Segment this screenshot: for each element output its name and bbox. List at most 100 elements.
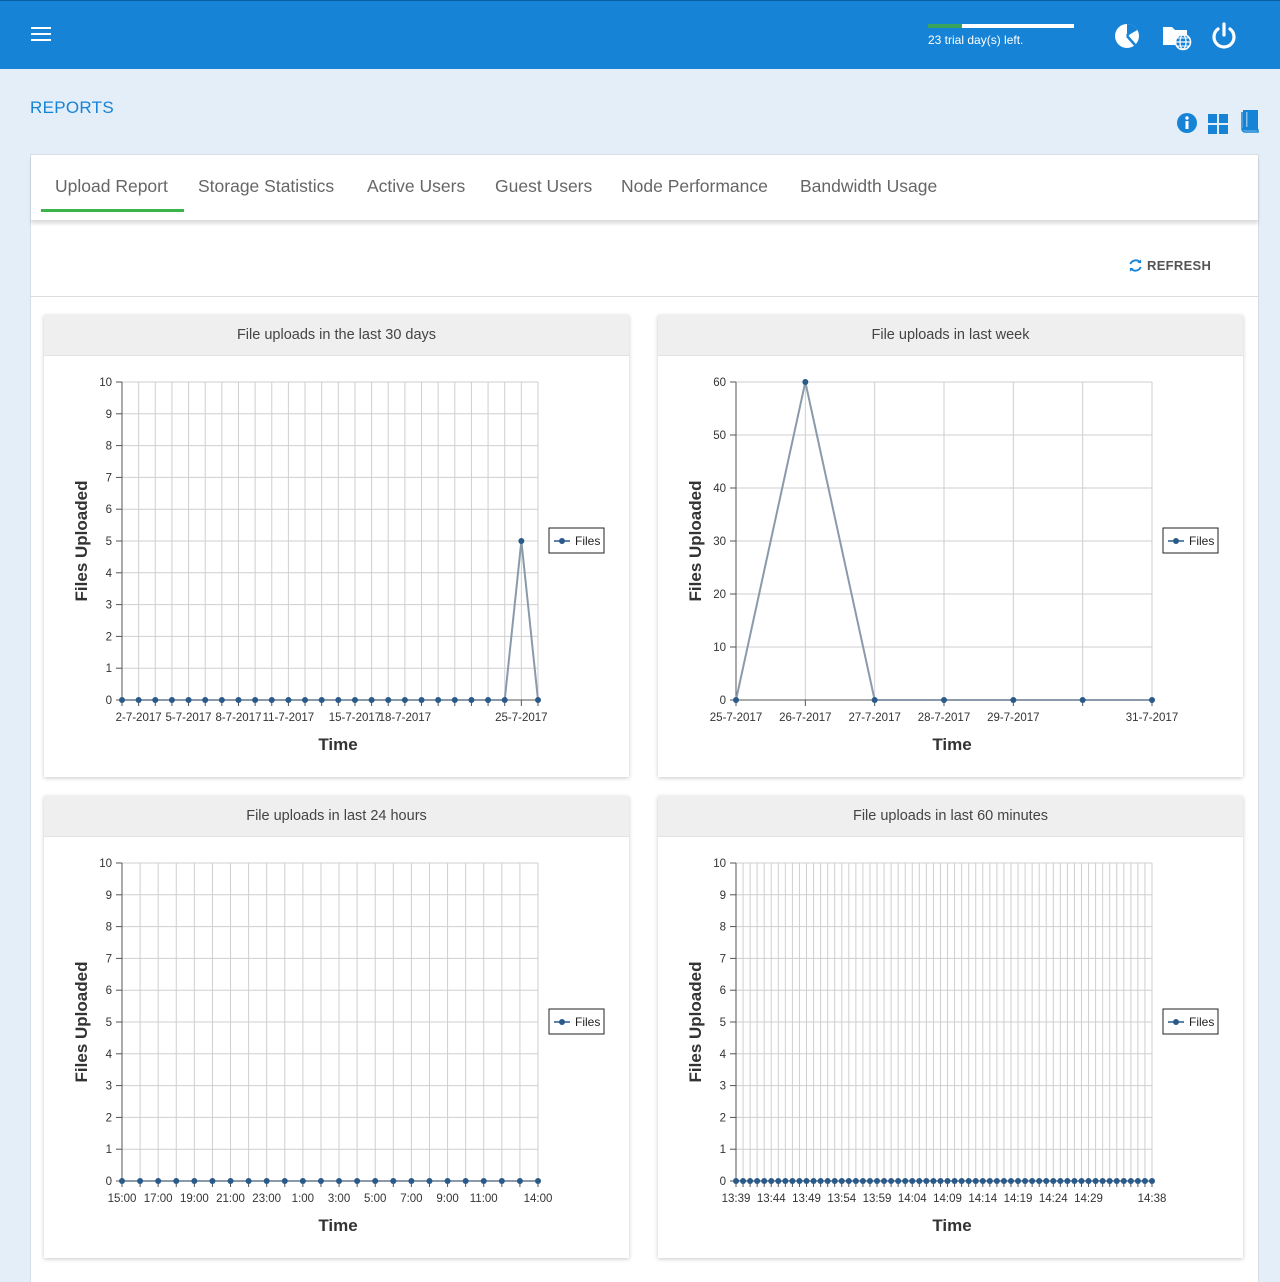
data-point [733,697,739,703]
refresh-icon [1129,259,1142,272]
data-point [958,1178,965,1184]
data-point [155,1178,162,1184]
trial-status: 23 trial day(s) left. [928,24,1074,47]
legend-marker [1173,538,1179,544]
book-icon[interactable] [1239,109,1261,133]
chart-week: 0 10 20 30 40 50 60 25-7-2017 26-7-2017 27-7-2017… [686,377,1219,754]
data-point [119,697,125,703]
data-point [768,1178,775,1184]
info-icon[interactable] [1176,112,1198,134]
x-tick-label: 14:24 [1039,1193,1068,1205]
x-tick-label: 14:04 [898,1193,927,1205]
chart-title: File uploads in last 60 minutes [658,796,1243,837]
x-axis-label: Time [932,1216,971,1235]
legend-marker [559,1019,565,1025]
y-tick-label: 0 [720,1176,726,1188]
y-tick-label: 50 [713,430,726,442]
data-point [866,1178,873,1184]
data-point [733,1178,739,1184]
y-tick-label: 3 [106,1081,112,1093]
folder-globe-icon[interactable] [1161,21,1192,51]
data-point [1010,697,1017,703]
data-point [1092,1178,1099,1184]
data-point [202,697,209,703]
chart-60-minutes: 0 1 2 3 4 5 6 7 8 9 10 13:39 13:44 13:49 13:54 13:59 14:… [686,858,1219,1235]
data-point [245,1178,252,1184]
data-point [1078,1178,1085,1184]
data-point [916,1178,923,1184]
x-tick-label: 1:00 [292,1193,314,1205]
data-point [1079,697,1086,703]
x-tick-label: 7:00 [400,1193,422,1205]
data-point [859,1178,866,1184]
legend: Files [1162,527,1219,554]
y-tick-label: 5 [106,536,112,548]
y-tick-label: 6 [106,985,112,997]
y-tick-label: 0 [720,695,726,707]
data-point [351,697,358,703]
legend: Files [548,527,605,554]
data-point [782,1178,789,1184]
chart-card-24-hours: File uploads in last 24 hours 0 1 2 3 4 5 6 7 8 9… [44,796,629,1258]
pie-chart-icon[interactable] [1113,21,1143,51]
data-point [268,697,275,703]
data-point [209,1178,216,1184]
y-tick-label: 60 [713,377,726,389]
x-tick-label: 14:00 [524,1193,553,1205]
y-tick-label: 9 [720,890,726,902]
chart-title: File uploads in last week [658,315,1243,356]
data-point [852,1178,859,1184]
y-tick-label: 6 [720,985,726,997]
y-tick-label: 1 [720,1144,726,1156]
y-tick-label: 3 [720,1081,726,1093]
tab-upload-report[interactable]: Upload Report [55,176,168,196]
x-tick-label: 13:59 [863,1193,892,1205]
x-tick-label: 15:00 [108,1193,137,1205]
tab-bandwidth-usage[interactable]: Bandwidth Usage [800,176,938,196]
data-point [802,379,809,385]
data-point [368,697,375,703]
data-point [881,1178,888,1184]
y-tick-label: 9 [106,890,112,902]
top-bar: 23 trial day(s) left. [0,0,1280,69]
x-tick-label: 31-7-2017 [1126,712,1178,724]
x-axis-label: Time [318,1216,357,1235]
x-tick-label: 14:19 [1004,1193,1033,1205]
data-point [923,1178,930,1184]
y-tick-label: 10 [713,858,726,870]
data-point [1050,1178,1057,1184]
y-tick-label: 4 [720,1049,727,1061]
data-point [451,697,458,703]
legend-label: Files [575,1015,600,1029]
data-point [1029,1178,1036,1184]
chart-card-60-minutes: File uploads in last 60 minutes 0 1 2 3 4 5 6 7… [658,796,1243,1258]
data-point [993,1178,1000,1184]
tab-node-performance[interactable]: Node Performance [621,176,768,196]
grid-icon[interactable] [1207,112,1229,134]
tab-guest-users[interactable]: Guest Users [495,176,593,196]
refresh-button[interactable]: REFRESH [1128,258,1211,273]
data-point [1022,1178,1029,1184]
x-tick-label: 25-7-2017 [495,712,547,724]
y-tick-label: 10 [713,642,726,654]
data-point [1036,1178,1043,1184]
data-point [761,1178,768,1184]
data-point [1015,1178,1022,1184]
tab-storage-statistics[interactable]: Storage Statistics [198,176,335,196]
x-tick-label: 18-7-2017 [379,712,431,724]
data-point [299,1178,306,1184]
data-point [951,1178,958,1184]
data-point [775,1178,782,1184]
y-tick-label: 8 [106,922,112,934]
power-icon[interactable] [1209,21,1239,51]
data-point [1057,1178,1064,1184]
data-point [1127,1178,1134,1184]
data-point [810,1178,817,1184]
y-tick-label: 2 [106,631,112,643]
tab-active-users[interactable]: Active Users [367,176,466,196]
x-tick-label: 14:38 [1138,1193,1167,1205]
menu-icon[interactable] [31,27,51,45]
y-tick-label: 2 [720,1112,726,1124]
data-point [535,697,541,703]
x-tick-label: 19:00 [180,1193,209,1205]
